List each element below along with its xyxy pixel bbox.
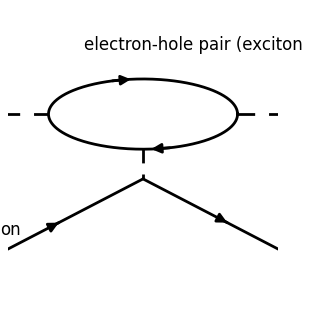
Text: electron-hole pair (exciton: electron-hole pair (exciton — [84, 36, 302, 54]
Text: on: on — [0, 221, 20, 239]
